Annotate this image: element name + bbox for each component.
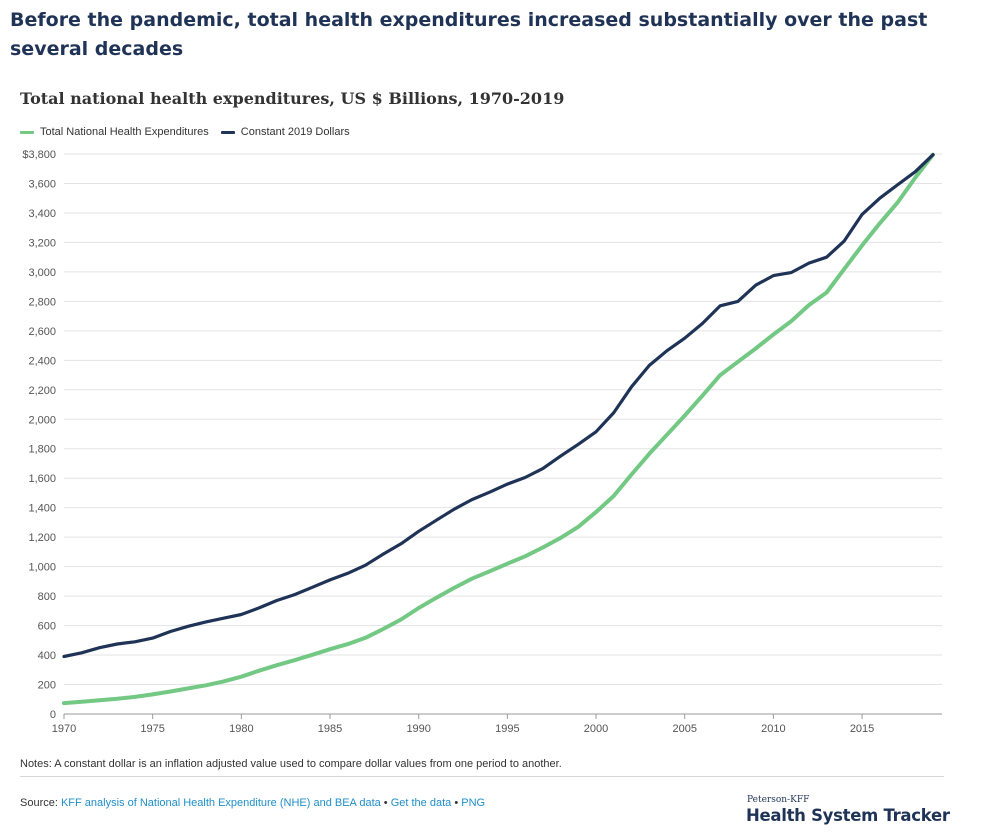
y-tick-label: $3,800	[22, 149, 56, 161]
series-line-constant[interactable]	[62, 153, 935, 659]
source-sep-2: •	[451, 797, 462, 809]
legend-swatch-constant	[220, 130, 235, 134]
x-tick-label: 1995	[495, 723, 519, 735]
y-axis: 0 200 400 600 800 1,000 1,200 1,400 1,600 1,800 2,…	[22, 149, 56, 721]
y-tick-label: 3,200	[28, 237, 56, 249]
get-data-link[interactable]: Get the data	[390, 797, 452, 809]
y-tick-label: 1,600	[28, 473, 56, 485]
x-tick-label: 1985	[318, 723, 342, 735]
x-tick-label: 1970	[52, 723, 76, 735]
source-prefix: Source:	[20, 797, 61, 809]
y-tick-label: 2,600	[28, 326, 56, 338]
y-tick-label: 3,600	[28, 178, 56, 190]
series-line-total[interactable]	[62, 152, 935, 706]
y-tick-label: 3,400	[28, 208, 56, 220]
x-tick-label: 1990	[406, 723, 430, 735]
y-tick-label: 200	[38, 680, 56, 692]
y-tick-label: 0	[50, 709, 56, 721]
y-tick-label: 400	[38, 650, 56, 662]
legend-item-total[interactable]: Total National Health Expenditures	[20, 126, 209, 138]
brand-logo: Health System Tracker	[746, 806, 950, 825]
series-lines	[62, 152, 935, 706]
png-link[interactable]: PNG	[461, 797, 486, 809]
source-line: Source: KFF analysis of National Health …	[20, 797, 485, 809]
legend-swatch-total	[20, 130, 34, 134]
y-tick-label: 600	[38, 621, 56, 633]
y-tick-label: 1,400	[28, 503, 56, 515]
line-chart: 0 200 400 600 800 1,000 1,200 1,400 1,600 1,800 2,…	[22, 149, 942, 735]
y-tick-label: 1,200	[28, 532, 56, 544]
legend-item-constant[interactable]: Constant 2019 Dollars	[220, 126, 350, 138]
y-tick-label: 800	[38, 591, 56, 603]
brand-logo-small: Peterson-KFF	[747, 795, 810, 805]
x-tick-label: 2010	[761, 723, 785, 735]
chart-headline: Before the pandemic, total health expend…	[10, 9, 928, 60]
x-tick-label: 2015	[850, 723, 874, 735]
x-tick-label: 2000	[584, 723, 608, 735]
divider	[20, 776, 944, 777]
source-link-nhe[interactable]: KFF analysis of National Health Expendit…	[60, 797, 381, 809]
notes: Notes: A constant dollar is an inflation…	[20, 758, 562, 770]
chart-title: Total national health expenditures, US $…	[20, 89, 565, 108]
x-tick-label: 1980	[229, 723, 253, 735]
source-sep-1: •	[380, 797, 391, 809]
y-tick-label: 1,000	[28, 562, 56, 574]
y-tick-label: 2,000	[28, 414, 56, 426]
legend: Total National Health Expenditures Const…	[20, 126, 350, 138]
legend-label-total: Total National Health Expenditures	[40, 126, 209, 138]
y-tick-label: 2,200	[28, 385, 56, 397]
y-tick-label: 1,800	[28, 444, 56, 456]
y-tick-label: 3,000	[28, 267, 56, 279]
x-axis: 1970 1975 1980 1985 1990 1995 2000 2005 2010 2015	[52, 713, 942, 735]
legend-label-constant: Constant 2019 Dollars	[240, 126, 350, 138]
gridlines	[64, 153, 942, 686]
y-tick-label: 2,400	[28, 355, 56, 367]
x-tick-label: 2005	[672, 723, 696, 735]
y-tick-label: 2,800	[28, 296, 56, 308]
x-tick-label: 1975	[140, 723, 164, 735]
